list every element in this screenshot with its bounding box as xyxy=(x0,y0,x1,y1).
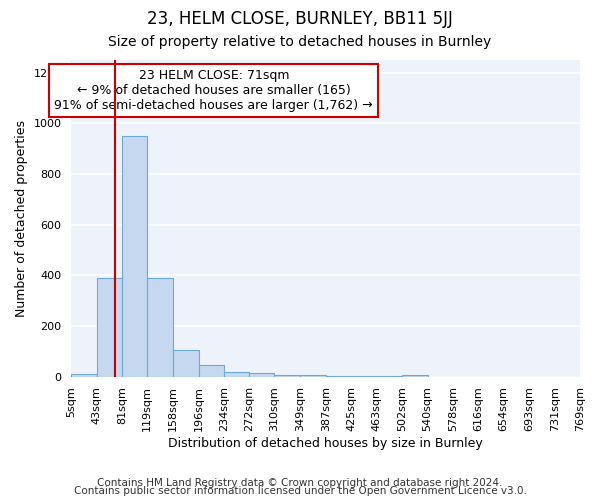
X-axis label: Distribution of detached houses by size in Burnley: Distribution of detached houses by size … xyxy=(169,437,483,450)
Text: Contains public sector information licensed under the Open Government Licence v3: Contains public sector information licen… xyxy=(74,486,526,496)
Bar xyxy=(402,375,428,376)
Bar xyxy=(199,364,224,376)
Bar xyxy=(147,278,173,376)
Bar xyxy=(122,136,147,376)
Text: Size of property relative to detached houses in Burnley: Size of property relative to detached ho… xyxy=(109,35,491,49)
Bar xyxy=(249,373,274,376)
Bar xyxy=(173,350,199,376)
Bar xyxy=(224,372,249,376)
Y-axis label: Number of detached properties: Number of detached properties xyxy=(15,120,28,317)
Text: Contains HM Land Registry data © Crown copyright and database right 2024.: Contains HM Land Registry data © Crown c… xyxy=(97,478,503,488)
Text: 23 HELM CLOSE: 71sqm
← 9% of detached houses are smaller (165)
91% of semi-detac: 23 HELM CLOSE: 71sqm ← 9% of detached ho… xyxy=(55,70,373,112)
Text: 23, HELM CLOSE, BURNLEY, BB11 5JJ: 23, HELM CLOSE, BURNLEY, BB11 5JJ xyxy=(147,10,453,28)
Bar xyxy=(71,374,97,376)
Bar xyxy=(97,278,122,376)
